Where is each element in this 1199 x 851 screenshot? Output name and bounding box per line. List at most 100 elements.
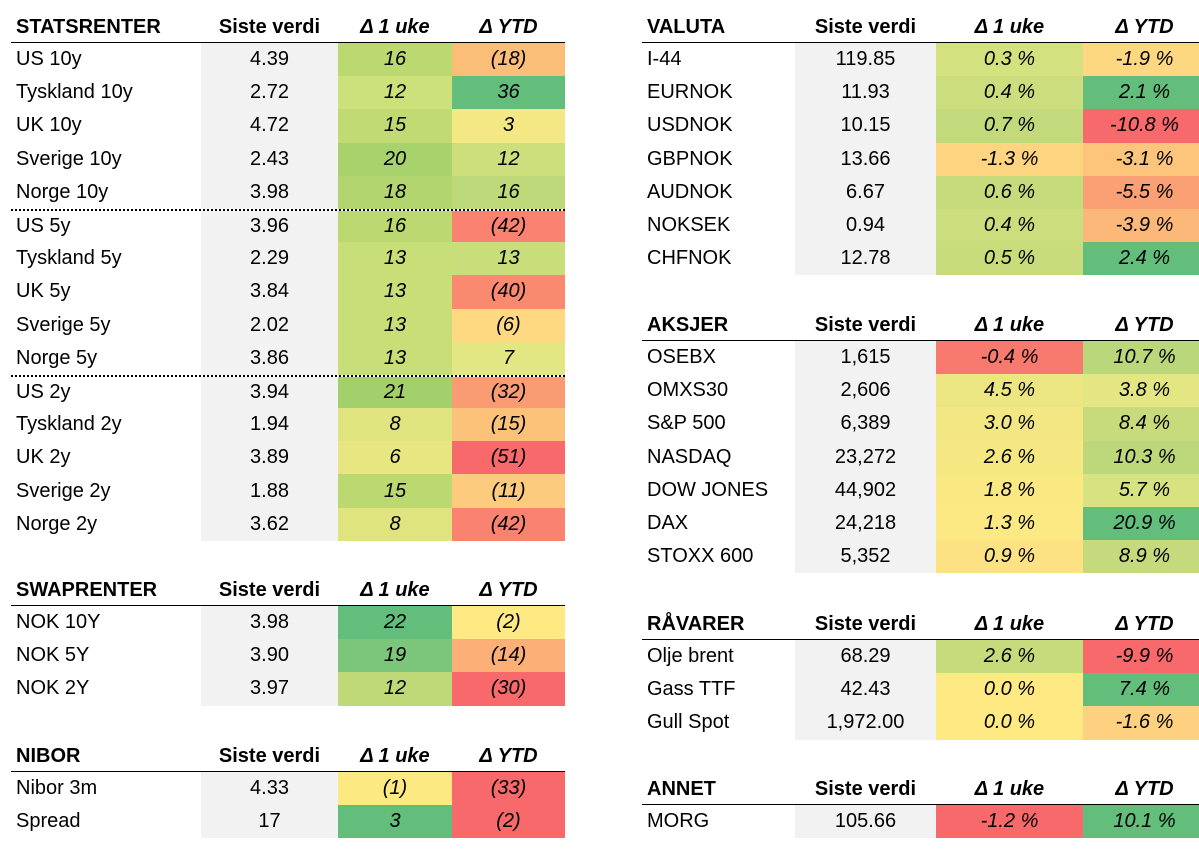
row-change-ytd: (18) [452,43,565,77]
row-label: NOK 10Y [11,606,201,640]
row-last-value: 11.93 [795,76,936,110]
row-label: Gass TTF [642,673,795,707]
row-last-value: 3.89 [201,441,338,475]
row-change-1-week: 3.0 % [936,407,1083,441]
table-row: S&P 500 6,389 3.0 % 8.4 % [642,407,1199,441]
table-row: GBPNOK 13.66 -1.3 % -3.1 % [642,142,1199,176]
row-label: NOK 5Y [11,639,201,673]
row-last-value: 6.67 [795,175,936,209]
table-row: US 5y 3.96 16 (42) [11,208,565,243]
row-change-ytd: 10.1 % [1083,805,1199,839]
header-delta-ytd: Δ YTD [1115,778,1174,800]
row-label: Gull Spot [642,706,795,740]
table-valuta: VALUTA Siste verdi Δ 1 uke Δ YTD I-44 119.85 0… [642,12,1199,276]
table-header: SWAPRENTER Siste verdi Δ 1 uke Δ YTD [11,575,565,606]
row-label: Sverige 10y [11,142,201,176]
table-row: DAX 24,218 1.3 % 20.9 % [642,506,1199,541]
row-label: AUDNOK [642,175,795,209]
row-change-ytd: 13 [452,242,565,276]
table-header: NIBOR Siste verdi Δ 1 uke Δ YTD [11,741,565,772]
table-annet: ANNET Siste verdi Δ 1 uke Δ YTD MORG 105.66 -1… [642,774,1199,839]
table-row: Tyskland 2y 1.94 8 (15) [11,408,565,442]
row-change-ytd: 8.4 % [1083,407,1199,441]
row-change-1-week: 3 [338,805,452,839]
table-statsrenter: STATSRENTER Siste verdi Δ 1 uke Δ YTD US 10y… [11,12,565,541]
row-last-value: 13.66 [795,142,936,176]
table-row: NASDAQ 23,272 2.6 % 10.3 % [642,440,1199,474]
table-row: OMXS30 2,606 4.5 % 3.8 % [642,374,1199,408]
row-change-1-week: 20 [338,142,452,176]
row-label: NASDAQ [642,440,795,474]
header-delta-ytd: Δ YTD [1115,314,1174,336]
row-label: GBPNOK [642,142,795,176]
row-label: Sverige 5y [11,308,201,342]
row-label: Tyskland 2y [11,408,201,442]
row-label: Norge 5y [11,341,201,375]
row-change-1-week: -1.3 % [936,142,1083,176]
row-change-1-week: 0.0 % [936,706,1083,740]
row-label: US 10y [11,43,201,77]
table-row: US 2y 3.94 21 (32) [11,374,565,409]
row-change-ytd: 5.7 % [1083,473,1199,507]
row-label: UK 5y [11,275,201,309]
row-last-value: 2.29 [201,242,338,276]
table-row: Gull Spot 1,972.00 0.0 % -1.6 % [642,706,1199,740]
row-last-value: 44,902 [795,473,936,507]
row-last-value: 2.72 [201,76,338,110]
table-row: NOKSEK 0.94 0.4 % -3.9 % [642,208,1199,243]
row-last-value: 3.98 [201,175,338,209]
row-label: Tyskland 10y [11,76,201,110]
row-change-1-week: 1.3 % [936,506,1083,541]
row-label: NOK 2Y [11,672,201,706]
row-label: Olje brent [642,640,795,674]
row-last-value: 3.90 [201,639,338,673]
row-last-value: 3.97 [201,672,338,706]
row-change-1-week: 19 [338,639,452,673]
row-change-ytd: 2.1 % [1083,76,1199,110]
row-label: UK 10y [11,109,201,143]
row-last-value: 1,615 [795,341,936,375]
row-last-value: 5,352 [795,540,936,574]
table-title: AKSJER [647,314,729,336]
table-row: Sverige 10y 2.43 20 12 [11,142,565,176]
table-row: Norge 2y 3.62 8 (42) [11,507,565,541]
row-change-1-week: 16 [338,43,452,77]
row-change-1-week: 18 [338,175,452,209]
row-change-1-week: 21 [338,376,452,409]
row-change-ytd: 16 [452,175,565,209]
row-change-1-week: 2.6 % [936,440,1083,474]
table-header: AKSJER Siste verdi Δ 1 uke Δ YTD [642,310,1199,341]
row-change-ytd: 7 [452,341,565,375]
row-change-1-week: 4.5 % [936,374,1083,408]
row-change-ytd: (14) [452,639,565,673]
row-change-ytd: 7.4 % [1083,673,1199,707]
table-row: UK 5y 3.84 13 (40) [11,275,565,309]
header-siste-verdi: Siste verdi [218,745,321,767]
row-label: UK 2y [11,441,201,475]
row-last-value: 3.96 [201,210,338,243]
row-change-1-week: 6 [338,441,452,475]
table-title: ANNET [647,778,716,800]
row-label: NOKSEK [642,208,795,243]
row-change-ytd: (30) [452,672,565,706]
row-change-ytd: (32) [452,376,565,409]
row-label: MORG [642,805,795,839]
header-siste-verdi: Siste verdi [814,778,917,800]
header-delta-ytd: Δ YTD [479,16,538,38]
row-label: OSEBX [642,341,795,375]
table-header: VALUTA Siste verdi Δ 1 uke Δ YTD [642,12,1199,43]
table-row: UK 2y 3.89 6 (51) [11,441,565,475]
row-last-value: 3.94 [201,376,338,409]
row-label: EURNOK [642,76,795,110]
row-change-ytd: (6) [452,308,565,342]
row-last-value: 12.78 [795,242,936,276]
table-title: STATSRENTER [16,16,161,38]
table-row: Nibor 3m 4.33 (1) (33) [11,772,565,806]
table-title: VALUTA [647,16,726,38]
row-change-ytd: 3 [452,109,565,143]
header-delta-ytd: Δ YTD [479,745,538,767]
row-label: STOXX 600 [642,540,795,574]
header-delta-1-uke: Δ 1 uke [360,16,430,38]
row-label: DAX [642,506,795,541]
row-last-value: 3.62 [201,507,338,541]
